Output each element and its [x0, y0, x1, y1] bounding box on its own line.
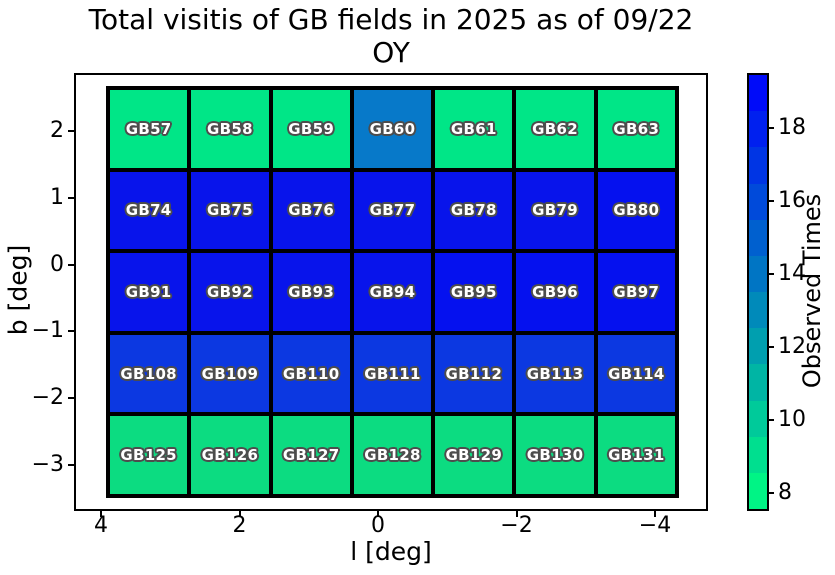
field-cell-gb92: GB92	[191, 253, 269, 331]
colorbar-tick-mark	[769, 345, 774, 348]
y-tick-label: 1	[50, 184, 64, 210]
field-cell-gb94: GB94	[353, 253, 432, 331]
y-tick-label: 2	[50, 118, 64, 143]
field-cell-gb60: GB60	[353, 90, 432, 168]
x-axis-label: l [deg]	[350, 537, 432, 566]
plot-area: GB57 GB58 GB59 GB60 GB61 GB62 GB63 GB74 GB75 GB76…	[74, 73, 708, 511]
colorbar-tick-mark	[769, 126, 774, 129]
field-cell-gb127: GB127	[272, 416, 350, 494]
field-cell-gb74: GB74	[110, 171, 188, 250]
field-cell-gb63: GB63	[597, 90, 675, 168]
field-cell-gb59: GB59	[272, 90, 350, 168]
field-cell-gb61: GB61	[435, 90, 513, 168]
field-cell-gb77: GB77	[353, 171, 432, 250]
field-cell-gb75: GB75	[191, 171, 269, 250]
field-cell-gb108: GB108	[110, 334, 188, 413]
y-tick-mark	[68, 397, 74, 400]
field-cell-gb130: GB130	[516, 416, 594, 494]
field-cell-gb93: GB93	[272, 253, 350, 331]
colorbar-tick-mark	[769, 491, 774, 494]
colorbar-tick-mark	[769, 199, 774, 202]
x-tick-mark	[515, 511, 518, 517]
colorbar-segment	[749, 328, 767, 365]
colorbar-label: Observed Times	[798, 193, 826, 389]
colorbar-segment	[749, 111, 767, 148]
field-cell-gb97: GB97	[597, 253, 675, 331]
field-cell-gb129: GB129	[435, 416, 513, 494]
x-tick-mark	[377, 511, 379, 517]
colorbar-segment	[749, 183, 767, 220]
x-tick-label: 2	[232, 513, 247, 538]
y-tick-label: −2	[31, 385, 64, 411]
x-tick-mark	[654, 511, 656, 517]
x-tick-mark	[238, 511, 241, 517]
colorbar-segment	[749, 400, 767, 437]
x-tick-label: −4	[638, 513, 672, 538]
field-cell-gb125: GB125	[110, 416, 188, 494]
y-tick-label: −3	[31, 452, 64, 477]
y-tick-label: −1	[31, 318, 64, 344]
colorbar-tick-label: 10	[778, 406, 806, 432]
field-cell-gb113: GB113	[516, 334, 594, 413]
field-cell-gb114: GB114	[597, 334, 675, 413]
field-cell-gb96: GB96	[516, 253, 594, 331]
field-cell-gb109: GB109	[191, 334, 269, 413]
field-cell-gb79: GB79	[516, 171, 594, 250]
field-cell-gb58: GB58	[191, 90, 269, 168]
field-cell-gb62: GB62	[516, 90, 594, 168]
field-cell-gb80: GB80	[597, 171, 675, 250]
colorbar-segment	[749, 219, 767, 256]
y-tick-mark	[68, 330, 74, 333]
y-tick-mark	[68, 263, 74, 266]
colorbar-tick-label: 18	[778, 114, 806, 140]
colorbar-segment	[749, 255, 767, 293]
colorbar-tick-label: 16	[778, 187, 806, 213]
y-tick-label: 0	[50, 251, 64, 277]
chart-title: Total visitis of GB fields in 2025 as of…	[74, 3, 708, 69]
field-cell-gb126: GB126	[191, 416, 269, 494]
colorbar-segment	[749, 292, 767, 329]
colorbar-tick-mark	[769, 418, 774, 421]
field-cell-gb95: GB95	[435, 253, 513, 331]
colorbar	[747, 73, 769, 511]
colorbar-tick-label: 12	[778, 333, 806, 359]
x-tick-label: 0	[371, 513, 385, 538]
field-cell-gb112: GB112	[435, 334, 513, 413]
x-tick-label: −2	[500, 513, 533, 538]
field-cell-gb111: GB111	[353, 334, 432, 413]
colorbar-segment	[749, 75, 767, 112]
colorbar-segment	[749, 364, 767, 401]
field-cell-gb57: GB57	[110, 90, 188, 168]
colorbar-tick-label: 14	[778, 260, 806, 286]
field-cell-gb76: GB76	[272, 171, 350, 250]
colorbar-segment	[749, 147, 767, 184]
chart-title-line1: Total visitis of GB fields in 2025 as of…	[88, 3, 694, 36]
field-cell-gb78: GB78	[435, 171, 513, 250]
field-cell-gb128: GB128	[353, 416, 432, 494]
x-tick-mark	[100, 511, 102, 517]
field-cell-gb131: GB131	[597, 416, 675, 494]
y-tick-mark	[68, 464, 74, 466]
field-cell-gb110: GB110	[272, 334, 350, 413]
y-tick-mark	[68, 196, 74, 199]
field-grid: GB57 GB58 GB59 GB60 GB61 GB62 GB63 GB74 GB75 GB76…	[106, 86, 679, 498]
x-tick-label: 4	[94, 513, 108, 538]
chart-title-line2: OY	[372, 36, 410, 69]
colorbar-tick-mark	[769, 272, 774, 275]
colorbar-tick-label: 8	[778, 479, 792, 505]
colorbar-segment	[749, 472, 767, 510]
y-tick-mark	[68, 130, 74, 132]
field-cell-gb91: GB91	[110, 253, 188, 331]
y-axis-label: b [deg]	[3, 244, 33, 336]
colorbar-segment	[749, 436, 767, 473]
